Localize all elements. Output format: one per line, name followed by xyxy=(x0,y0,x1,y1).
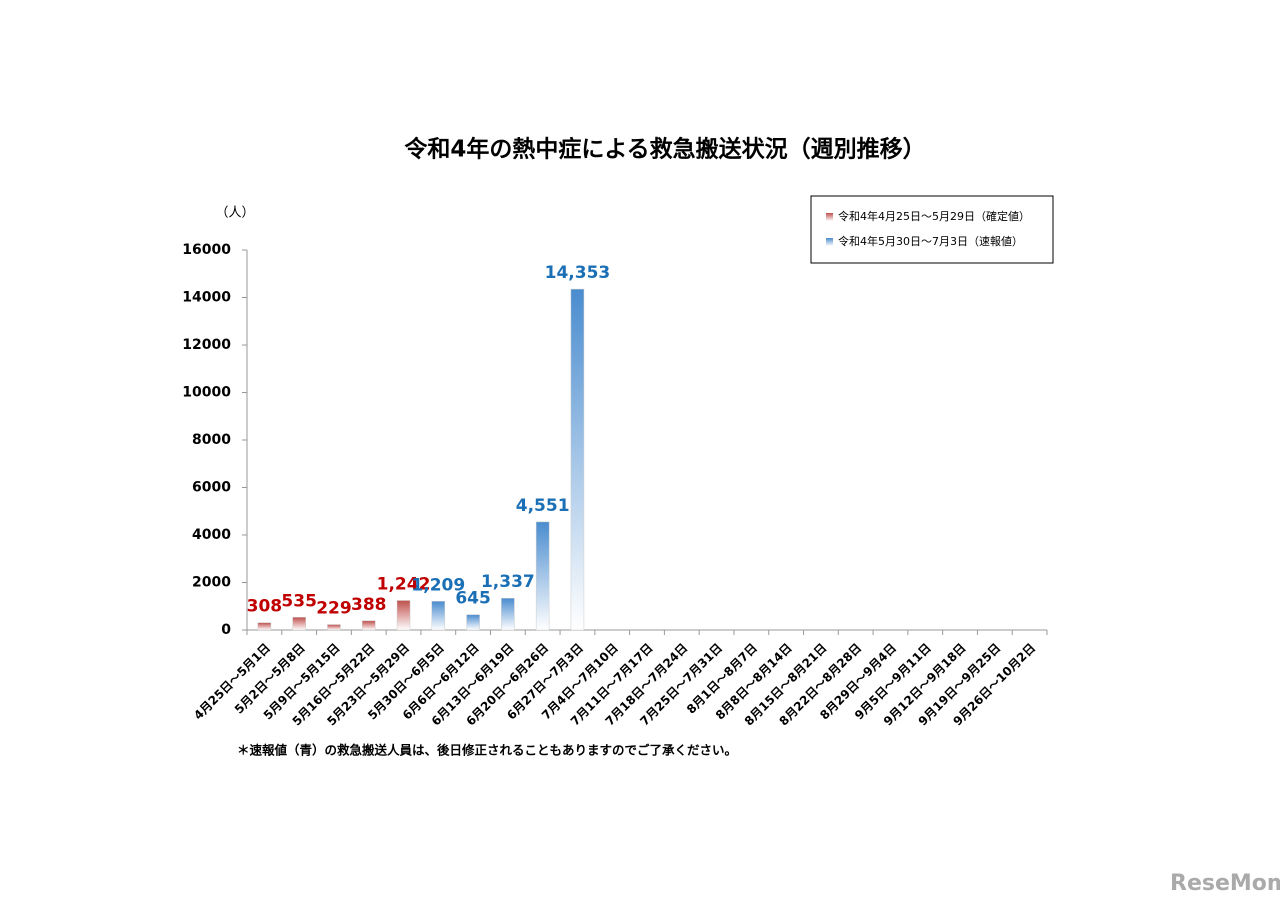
data-label: 1,337 xyxy=(481,572,535,592)
bar xyxy=(396,600,411,631)
data-label: 4,551 xyxy=(516,496,570,516)
bar xyxy=(535,521,550,631)
legend-label: 令和4年4月25日～5月29日（確定値） xyxy=(838,209,1030,223)
bar xyxy=(466,614,480,631)
footnote: ＊速報値（青）の救急搬送人員は、後日修正されることもありますのでご了承ください。 xyxy=(237,743,737,758)
chart-title: 令和4年の熱中症による救急搬送状況（週別推移） xyxy=(404,136,925,163)
data-label: 229 xyxy=(316,599,352,619)
bar xyxy=(292,617,306,631)
y-tick-label: 12000 xyxy=(182,337,231,353)
data-label: 645 xyxy=(455,589,491,609)
y-tick-label: 8000 xyxy=(192,432,231,448)
y-tick-label: 14000 xyxy=(182,290,231,306)
data-label: 308 xyxy=(247,597,283,617)
bar xyxy=(570,288,585,631)
y-tick-label: 4000 xyxy=(192,527,231,543)
watermark: ReseMom xyxy=(1170,871,1280,896)
legend-label: 令和4年5月30日～7月3日（速報値） xyxy=(838,234,1023,248)
data-label: 388 xyxy=(351,595,387,615)
data-label: 14,353 xyxy=(545,263,611,283)
y-tick-label: 2000 xyxy=(192,575,231,591)
data-label: 1,242 xyxy=(377,575,431,595)
bar xyxy=(501,597,515,631)
legend-swatch xyxy=(826,213,833,221)
bar xyxy=(257,622,272,631)
bar xyxy=(431,601,446,631)
legend-box xyxy=(810,195,1054,264)
y-tick-label: 16000 xyxy=(182,242,231,258)
y-tick-label: 0 xyxy=(221,622,231,638)
bar xyxy=(327,624,341,631)
y-axis-label: （人） xyxy=(215,206,254,221)
legend-swatch xyxy=(826,238,833,246)
data-label: 535 xyxy=(281,591,317,611)
bar xyxy=(361,620,376,631)
y-tick-label: 10000 xyxy=(182,385,231,401)
data-label: 1,209 xyxy=(411,575,465,595)
y-tick-label: 6000 xyxy=(192,480,231,496)
